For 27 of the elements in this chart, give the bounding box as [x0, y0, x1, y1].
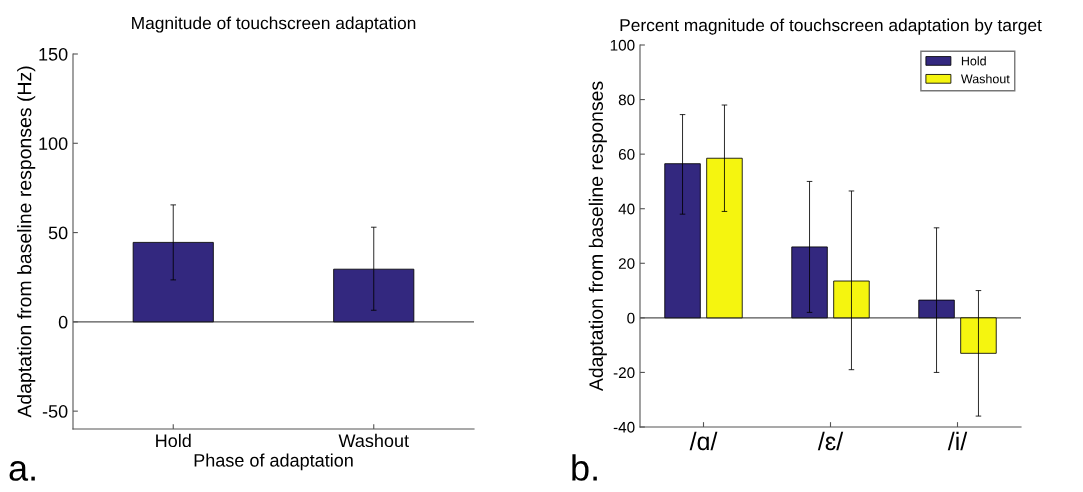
y-tick-label: 60: [618, 149, 635, 160]
y-tick-label: 0: [627, 312, 635, 324]
y-tick-label: -40: [613, 421, 635, 433]
x-tick-label: Hold: [156, 433, 191, 448]
y-tick-label: 80: [618, 94, 635, 106]
x-tick-label: /ɛ/: [817, 431, 844, 451]
x-tick-label: /ɑ/: [689, 431, 718, 451]
y-tick-label: 0: [58, 315, 68, 329]
y-tick-label: 100: [39, 137, 68, 151]
y-tick-label: 20: [618, 258, 635, 269]
y-tick-label: -20: [613, 367, 635, 379]
chart-title: Magnitude of touchscreen adaptation: [132, 16, 416, 33]
y-tick-label: 100: [610, 39, 635, 51]
y-axis-title: Adaptation from baseline responses: [588, 81, 607, 392]
legend-label: Washout: [960, 74, 1010, 84]
x-axis-title: Phase of adaptation: [194, 453, 353, 471]
y-tick-label: 150: [39, 47, 68, 61]
y-tick-label: 50: [48, 226, 68, 240]
chart-title: Percent magnitude of touchscreen adaptation by target: [620, 18, 1042, 35]
text: b.: [572, 454, 597, 481]
text: a.: [9, 461, 35, 481]
x-tick-label: Washout: [338, 433, 409, 448]
y-tick-label: -50: [42, 405, 68, 418]
y-axis-title: Adaptation from baseline responses (Hz): [17, 66, 36, 418]
legend-label: Hold: [961, 56, 986, 66]
y-tick-label: 40: [618, 203, 635, 215]
x-tick-label: /i/: [947, 431, 968, 451]
